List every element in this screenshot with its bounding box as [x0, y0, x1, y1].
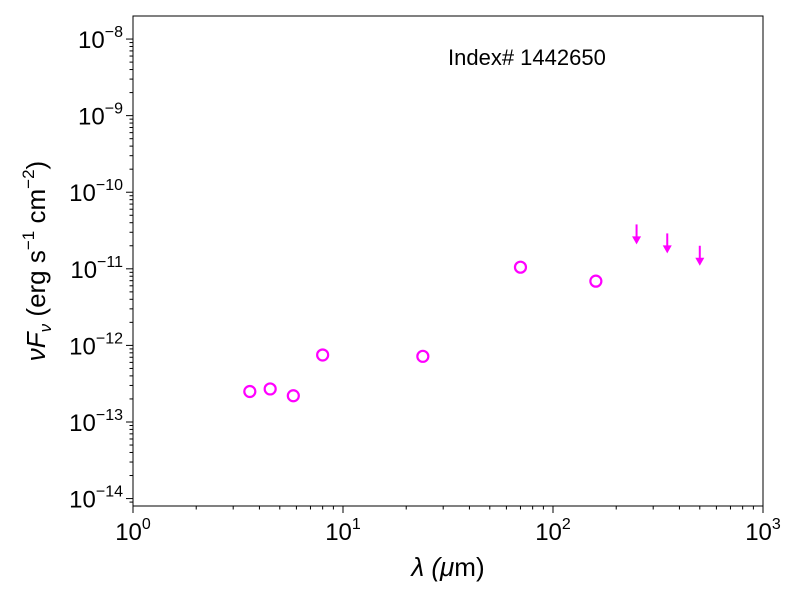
y-tick-label: 10−12: [69, 330, 123, 360]
data-point: [263, 382, 277, 396]
y-label-subscript: ν: [36, 323, 55, 332]
y-tick-label: 10−11: [70, 254, 123, 284]
data-point: [416, 349, 430, 363]
y-label-nu: ν: [21, 348, 51, 361]
y-axis-label: νFν (erg s−1 cm−2): [19, 161, 55, 361]
y-label-units-close: ): [21, 161, 51, 170]
data-point: [316, 348, 330, 362]
x-axis-label: λ (μm): [409, 552, 484, 582]
data-point: [589, 274, 603, 288]
annotation-index: Index# 1442650: [448, 45, 606, 70]
plot-area: [132, 15, 764, 507]
x-label-mu: μ: [439, 552, 454, 582]
y-label-units-open: (erg s: [21, 250, 51, 324]
x-tick-label: 102: [535, 516, 571, 546]
data-point: [513, 260, 528, 274]
y-tick-label: 10−13: [69, 407, 123, 437]
x-tick-label: 101: [325, 516, 361, 546]
data-point: [286, 389, 300, 403]
data-point: [243, 384, 257, 399]
x-label-suffix: m): [454, 552, 484, 582]
upper-limit-arrow: [695, 245, 705, 266]
x-tick-label: 100: [115, 516, 151, 546]
y-tick-label: 10−9: [78, 101, 123, 131]
upper-limits: [632, 224, 705, 266]
data-points: [243, 260, 603, 403]
y-tick-label: 10−14: [69, 484, 123, 514]
y-label-F: F: [21, 330, 51, 348]
upper-limit-arrow: [632, 224, 642, 245]
x-tick-label: 103: [745, 516, 781, 546]
y-axis-ticks: 10−14 10−13 10−12 10−11 10−10 10−9 10−8: [69, 24, 133, 514]
y-tick-label: 10−10: [69, 177, 123, 207]
y-label-cm: cm: [21, 189, 51, 231]
y-label-exp1: −1: [19, 231, 38, 250]
x-label-lambda-part: λ (: [409, 552, 442, 582]
y-tick-label: 10−8: [78, 24, 123, 54]
upper-limit-arrow: [662, 233, 672, 254]
x-axis-ticks: 100 101 102 103: [115, 506, 781, 546]
y-label-exp2: −2: [19, 169, 38, 188]
